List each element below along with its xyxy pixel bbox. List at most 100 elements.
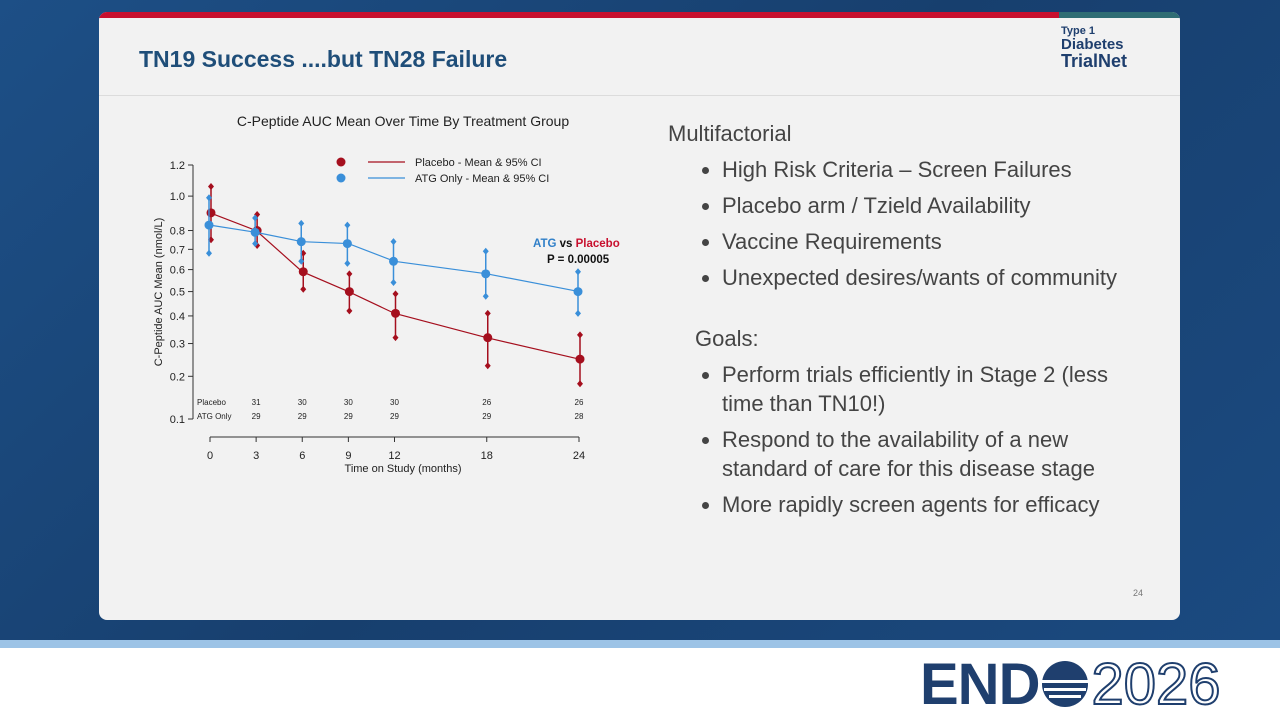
y-tick-label: 1.2 [170,160,185,172]
slide-title: TN19 Success ....but TN28 Failure [139,46,508,72]
legend-label: ATG Only - Mean & 95% CI [415,173,549,185]
y-tick-label: 0.5 [170,287,185,299]
x-axis-title: Time on Study (months) [345,463,462,475]
y-tick-label: 0.2 [170,371,185,383]
bullet: Respond to the availability of a new sta… [722,425,1148,483]
y-tick-label: 0.3 [170,339,185,351]
mean-point [298,267,308,277]
x-tick-label: 3 [253,450,259,462]
heading: Multifactorial [668,121,792,146]
ci-end [346,307,353,315]
mean-point [342,239,352,249]
ci-end [482,292,489,300]
risk-label: Placebo [197,398,226,407]
y-axis-title: C-Peptide AUC Mean (nmol/L) [153,218,165,367]
mean-point [250,227,260,237]
y-tick-label: 0.1 [170,414,185,426]
logo: Type 1 Diabetes TrialNet [1061,25,1128,71]
ci-end [577,331,583,339]
y-tick-label: 0.6 [170,265,185,277]
annotation-part: vs [560,238,573,250]
x-tick-label: 0 [207,450,213,462]
legend-marker [336,157,346,167]
mean-point [481,269,491,279]
stripe [0,640,1280,648]
slide: TN19 Success ....but TN28 Failure Type 1… [99,12,1180,620]
mean-point [389,256,398,266]
bullet: Perform trials efficiently in Stage 2 (l… [722,360,1148,418]
mean-point [391,308,400,318]
ci-end [575,268,581,276]
globe [1042,661,1089,707]
risk-count: 29 [344,412,353,421]
mean-point [296,237,306,247]
y-tick-label: 0.8 [170,226,185,238]
brand-text: END [920,651,1040,717]
ci-end [298,219,305,227]
mean-point [344,287,354,297]
bullet: More rapidly screen agents for efficacy [722,490,1148,519]
risk-count: 30 [298,398,307,407]
y-tick-label: 0.4 [170,311,185,323]
ci-end [298,257,305,265]
mean-point [483,333,493,343]
risk-count: 26 [575,398,584,407]
heading: Goals: [695,326,759,351]
mean-point [573,287,583,297]
ci-end [390,238,397,246]
ci-end [390,279,397,287]
x-tick-label: 12 [388,450,400,462]
x-tick-label: 24 [573,450,585,462]
mean-point [575,354,585,364]
x-tick-label: 18 [481,450,493,462]
x-tick-label: 6 [299,450,305,462]
ci-end [575,309,581,317]
divider [99,95,1180,96]
brand-globe [1042,661,1089,707]
risk-label: ATG Only [197,412,232,421]
text-block: Multifactorial High Risk Criteria – Scre… [668,119,1148,519]
ci-end [252,214,259,222]
legend-marker [336,173,346,183]
risk-count: 26 [482,398,491,407]
page-number: 24 [1133,588,1144,598]
globe-band [1044,688,1087,691]
brand: END 2026 [920,651,1222,718]
ci-end [252,240,259,248]
bullet-list: Perform trials efficiently in Stage 2 (l… [668,360,1148,519]
logo-text: TrialNet [1061,51,1128,71]
logo-text: Diabetes [1061,36,1124,53]
chart: C-Peptide AUC Mean Over Time By Treatmen… [153,113,620,475]
risk-count: 29 [252,412,261,421]
risk-count: 29 [482,412,491,421]
ci-end [346,270,353,278]
accent-bar [99,12,1059,18]
p-value: P = 0.00005 [547,254,610,266]
ci-end [392,334,399,342]
x-tick-label: 9 [345,450,351,462]
accent-bar [1059,12,1180,18]
legend-label: Placebo - Mean & 95% CI [415,157,542,169]
bullet: High Risk Criteria – Screen Failures [722,155,1148,184]
y-tick-label: 1.0 [170,191,185,203]
bullet-list: High Risk Criteria – Screen Failures Plac… [668,155,1148,292]
annotation-part: ATG [533,238,556,250]
risk-count: 31 [252,398,261,407]
brand-text: 2026 [1090,651,1221,718]
ci-end [206,194,212,202]
ci-end [577,380,583,388]
ci-end [484,362,491,370]
mean-point [206,208,216,218]
risk-count: 28 [575,412,584,421]
ci-end [206,249,212,257]
risk-count: 29 [390,412,399,421]
logo-text: Type 1 [1061,25,1096,37]
risk-count: 30 [344,398,353,407]
ci-end [482,247,489,255]
ci-end [344,221,351,229]
ci-end [208,182,214,190]
annotation-part: Placebo [576,238,620,250]
globe-band [1042,680,1089,683]
mean-point [204,220,214,230]
